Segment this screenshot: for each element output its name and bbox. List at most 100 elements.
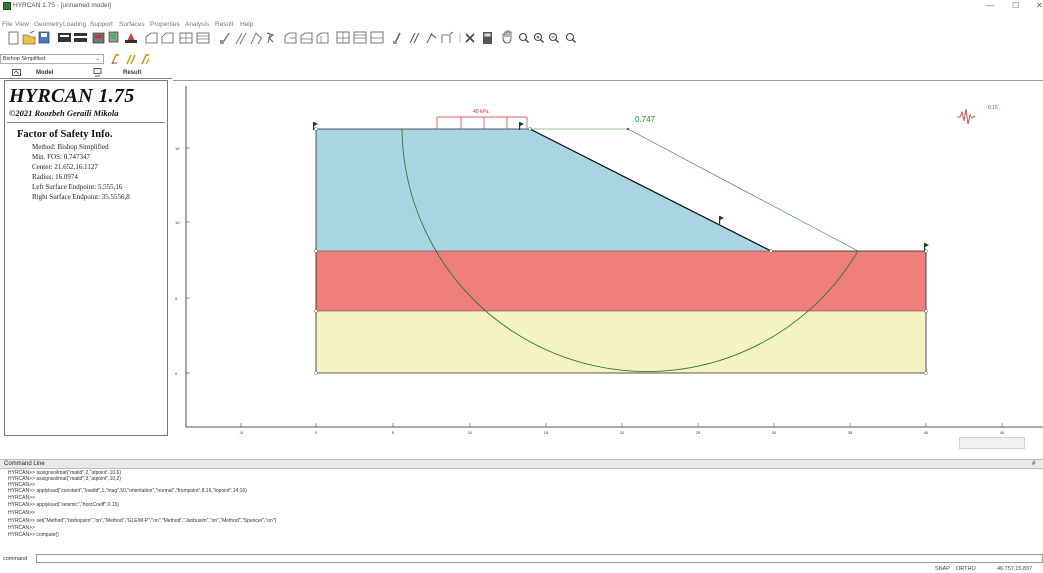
seismic-icon[interactable] — [426, 32, 437, 44]
x-tick-label: 25 — [696, 430, 701, 435]
polygon-icon[interactable] — [145, 32, 158, 44]
fos-method: Method: Bishop Simplified — [32, 143, 109, 151]
layer-icon[interactable] — [74, 33, 87, 42]
anchor-icon[interactable] — [235, 32, 247, 45]
chevron-down-icon: ⌄ — [94, 56, 100, 62]
seismic-load-icon[interactable] — [957, 108, 976, 125]
x-tick-label: 35 — [848, 430, 853, 435]
fos-label: 0.747 — [635, 115, 656, 124]
pan-icon[interactable] — [502, 30, 512, 44]
y-axis-ticks: 15 10 5 0 — [175, 146, 190, 376]
menu-geometry[interactable]: Geometry — [34, 21, 63, 28]
cursor-coordinates: 46.757,15.837 — [997, 566, 1033, 572]
grid-icon[interactable] — [179, 32, 193, 44]
bolt-icon[interactable] — [250, 32, 263, 45]
app-name: HYRCAN 1.75 — [9, 85, 135, 107]
boundary-icon[interactable] — [92, 32, 105, 44]
soil-layer-bottom[interactable] — [316, 311, 926, 373]
geotextile-icon[interactable] — [266, 32, 275, 44]
tab-result[interactable]: Result — [123, 70, 142, 76]
zoom-out-icon[interactable] — [548, 32, 559, 43]
command-output: HYRCAN>> assignsoilmat("matid",2,"atpoin… — [4, 470, 1043, 548]
soil-layer-middle[interactable] — [316, 251, 926, 311]
surface-line-icon[interactable] — [370, 31, 384, 44]
table-icon[interactable] — [196, 32, 210, 44]
surface-circle-icon[interactable] — [300, 32, 313, 44]
menu-file[interactable]: File — [2, 21, 13, 28]
log-line: HYRCAN>> — [8, 495, 35, 501]
x-tick-label: 5 — [392, 430, 395, 435]
compute-icon[interactable] — [111, 54, 119, 65]
ortho-indicator[interactable]: ORTHO — [956, 566, 976, 572]
log-line: HYRCAN>> — [8, 525, 35, 531]
new-icon[interactable] — [8, 31, 19, 45]
open-icon[interactable] — [22, 30, 36, 45]
load-icon[interactable] — [409, 32, 420, 44]
surface-grid-icon[interactable] — [353, 31, 367, 44]
distributed-icon[interactable] — [441, 31, 454, 43]
x-tick-label: 10 — [468, 430, 473, 435]
menu-support[interactable]: Support — [90, 21, 113, 28]
x-tick-label: 30 — [772, 430, 777, 435]
menu-analysis[interactable]: Analysis — [185, 21, 210, 28]
copyright-text: ©2021 Roozbeh Geraili Mikola — [9, 108, 119, 118]
material-icon[interactable] — [108, 31, 119, 43]
surface-block-icon[interactable] — [316, 32, 329, 44]
tab-model[interactable]: Model — [36, 70, 54, 76]
surface-slope-icon[interactable] — [393, 32, 401, 44]
menu-view[interactable]: View — [15, 21, 29, 28]
command-input[interactable] — [36, 554, 1043, 563]
polyline-icon[interactable] — [161, 32, 174, 44]
maximize-button[interactable]: ☐ — [1012, 1, 1020, 10]
y-tick-label: 0 — [175, 371, 178, 376]
fos-left-endpoint: Left Surface Endpoint: 5.555,16 — [32, 183, 123, 191]
menu-help[interactable]: Help — [240, 21, 254, 28]
toolbar-icons — [8, 30, 576, 45]
pile-icon[interactable] — [284, 32, 297, 44]
delete-icon[interactable] — [465, 33, 475, 43]
slip-center — [626, 127, 630, 131]
x-tick-label: 15 — [544, 430, 549, 435]
fos-min: Min. FOS: 0.747347 — [32, 153, 90, 161]
x-tick-label: 40 — [924, 430, 929, 435]
distributed-load[interactable] — [436, 116, 528, 129]
view-tabs — [0, 67, 172, 79]
y-tick-label: 10 — [175, 220, 180, 225]
zoom-window-icon[interactable] — [518, 32, 529, 43]
surface-path-icon[interactable] — [336, 31, 350, 44]
fos-center: Center: 21.652,16.1127 — [32, 163, 98, 171]
log-line: HYRCAN>> applyload("seismic","horzCoeff"… — [8, 502, 119, 508]
support-icon[interactable] — [220, 32, 230, 45]
calculator-icon[interactable] — [483, 32, 492, 44]
coordinate-box — [959, 437, 1025, 449]
toggle-icon[interactable] — [58, 33, 71, 42]
zoom-in-icon[interactable] — [533, 32, 544, 43]
vertices — [314, 127, 928, 375]
results-icon[interactable] — [141, 54, 150, 65]
analysis-method-select[interactable]: Bishop Simplified ⌄ — [0, 54, 104, 64]
log-line: HYRCAN>> — [8, 510, 35, 516]
minimize-button[interactable]: — — [986, 1, 994, 10]
menu-result[interactable]: Result — [215, 21, 234, 28]
pin-icon[interactable]: # — [1032, 461, 1036, 467]
menu-surfaces[interactable]: Surfaces — [119, 21, 145, 28]
fos-right-endpoint: Right Surface Endpoint: 35.5556,8 — [32, 193, 130, 201]
result-tab-icon — [93, 68, 102, 77]
piezometric-markers — [313, 122, 929, 251]
log-line: HYRCAN>> compute() — [8, 532, 59, 538]
close-button[interactable]: ✕ — [1036, 1, 1043, 10]
slip-radius-right — [627, 128, 859, 252]
menu-properties[interactable]: Properties — [150, 21, 180, 28]
analysis-toolbar — [111, 54, 150, 65]
save-icon[interactable] — [38, 31, 50, 44]
zoom-extents-icon[interactable] — [565, 32, 576, 43]
window-title: HYRCAN 1.75 - [unnamed model] — [13, 2, 111, 9]
water-icon[interactable] — [125, 33, 137, 43]
menu-loading[interactable]: Loading — [63, 21, 87, 28]
command-line-header: Command Line # — [0, 459, 1043, 469]
critical-slip-surface[interactable] — [401, 128, 859, 372]
command-line-title: Command Line — [4, 461, 45, 467]
interpret-icon[interactable] — [126, 54, 136, 65]
model-canvas[interactable]: 0.747 40 kPa 0.15 15 10 5 — [173, 80, 1043, 436]
snap-indicator[interactable]: SNAP — [935, 566, 950, 572]
